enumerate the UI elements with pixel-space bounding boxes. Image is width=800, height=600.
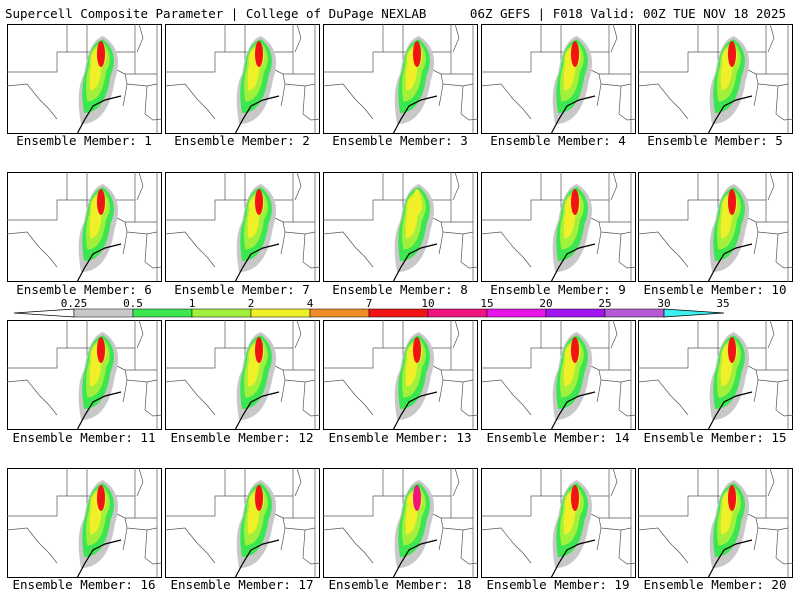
member-map (323, 468, 478, 578)
colorbar-segment (368, 308, 429, 318)
member-map (638, 24, 793, 134)
colorbar-segment (73, 308, 134, 318)
member-map-panel (165, 24, 320, 134)
colorbar-segment (545, 308, 606, 318)
member-label: Ensemble Member: 7 (174, 282, 310, 297)
member-map-panel (7, 468, 162, 578)
member-map-panel (481, 468, 636, 578)
member-map (481, 320, 636, 430)
member-map-panel (7, 24, 162, 134)
member-map-panel (323, 468, 478, 578)
member-map (638, 320, 793, 430)
colorbar-segment (132, 308, 193, 318)
member-map-panel (323, 172, 478, 282)
run-valid-time: 06Z GEFS | F018 Valid: 00Z TUE NOV 18 20… (469, 6, 786, 21)
colorbar-segment (191, 308, 252, 318)
member-label: Ensemble Member: 19 (486, 577, 630, 592)
member-map (7, 24, 162, 134)
member-map (7, 320, 162, 430)
colorbar-tick-label: 0.25 (60, 297, 88, 310)
member-map (481, 24, 636, 134)
colorbar-tick-label: 20 (539, 297, 553, 310)
colorbar-tick-label: 0.5 (123, 297, 143, 310)
member-map-panel (481, 24, 636, 134)
member-label: Ensemble Member: 14 (486, 430, 630, 445)
member-label: Ensemble Member: 10 (643, 282, 787, 297)
member-label: Ensemble Member: 3 (332, 133, 468, 148)
member-map-panel (638, 24, 793, 134)
member-label: Ensemble Member: 16 (12, 577, 156, 592)
member-label: Ensemble Member: 13 (328, 430, 472, 445)
member-map (323, 172, 478, 282)
member-map-panel (165, 320, 320, 430)
member-map-panel (323, 24, 478, 134)
member-map-panel (638, 468, 793, 578)
member-map-panel (323, 320, 478, 430)
member-label: Ensemble Member: 4 (490, 133, 626, 148)
member-map-panel (7, 320, 162, 430)
figure-title: Supercell Composite Parameter | College … (5, 6, 427, 21)
member-map-panel (638, 320, 793, 430)
colorbar-tick-label: 15 (480, 297, 494, 310)
member-map (323, 24, 478, 134)
member-map (638, 172, 793, 282)
member-label: Ensemble Member: 15 (643, 430, 787, 445)
member-map-panel (481, 172, 636, 282)
member-map (638, 468, 793, 578)
colorbar-tick-label: 35 (716, 297, 730, 310)
member-map (323, 320, 478, 430)
member-label: Ensemble Member: 20 (643, 577, 787, 592)
colorbar-tick-label: 25 (598, 297, 612, 310)
member-label: Ensemble Member: 5 (647, 133, 783, 148)
colorbar-segment (604, 308, 665, 318)
member-label: Ensemble Member: 11 (12, 430, 156, 445)
member-label: Ensemble Member: 12 (170, 430, 314, 445)
member-map-panel (481, 320, 636, 430)
member-label: Ensemble Member: 6 (16, 282, 152, 297)
colorbar-segment (486, 308, 547, 318)
colorbar-tick-label: 7 (365, 297, 373, 310)
member-label: Ensemble Member: 8 (332, 282, 468, 297)
member-map-panel (165, 172, 320, 282)
member-label: Ensemble Member: 18 (328, 577, 472, 592)
colorbar-segment (250, 308, 311, 318)
member-map (481, 468, 636, 578)
member-map (7, 172, 162, 282)
colorbar-segment (309, 308, 370, 318)
member-map (481, 172, 636, 282)
colorbar-tick-label: 10 (421, 297, 435, 310)
member-map (165, 172, 320, 282)
colorbar-tick-label: 30 (657, 297, 671, 310)
member-map (7, 468, 162, 578)
member-label: Ensemble Member: 2 (174, 133, 310, 148)
colorbar-tick-label: 4 (306, 297, 314, 310)
member-label: Ensemble Member: 17 (170, 577, 314, 592)
member-map (165, 468, 320, 578)
colorbar-tick-label: 2 (247, 297, 255, 310)
member-label: Ensemble Member: 1 (16, 133, 152, 148)
colorbar-tick-label: 1 (188, 297, 196, 310)
member-map-panel (165, 468, 320, 578)
colorbar-segment (427, 308, 488, 318)
member-label: Ensemble Member: 9 (490, 282, 626, 297)
member-map-panel (7, 172, 162, 282)
colorbar (14, 308, 725, 318)
member-map-panel (638, 172, 793, 282)
member-map (165, 320, 320, 430)
member-map (165, 24, 320, 134)
